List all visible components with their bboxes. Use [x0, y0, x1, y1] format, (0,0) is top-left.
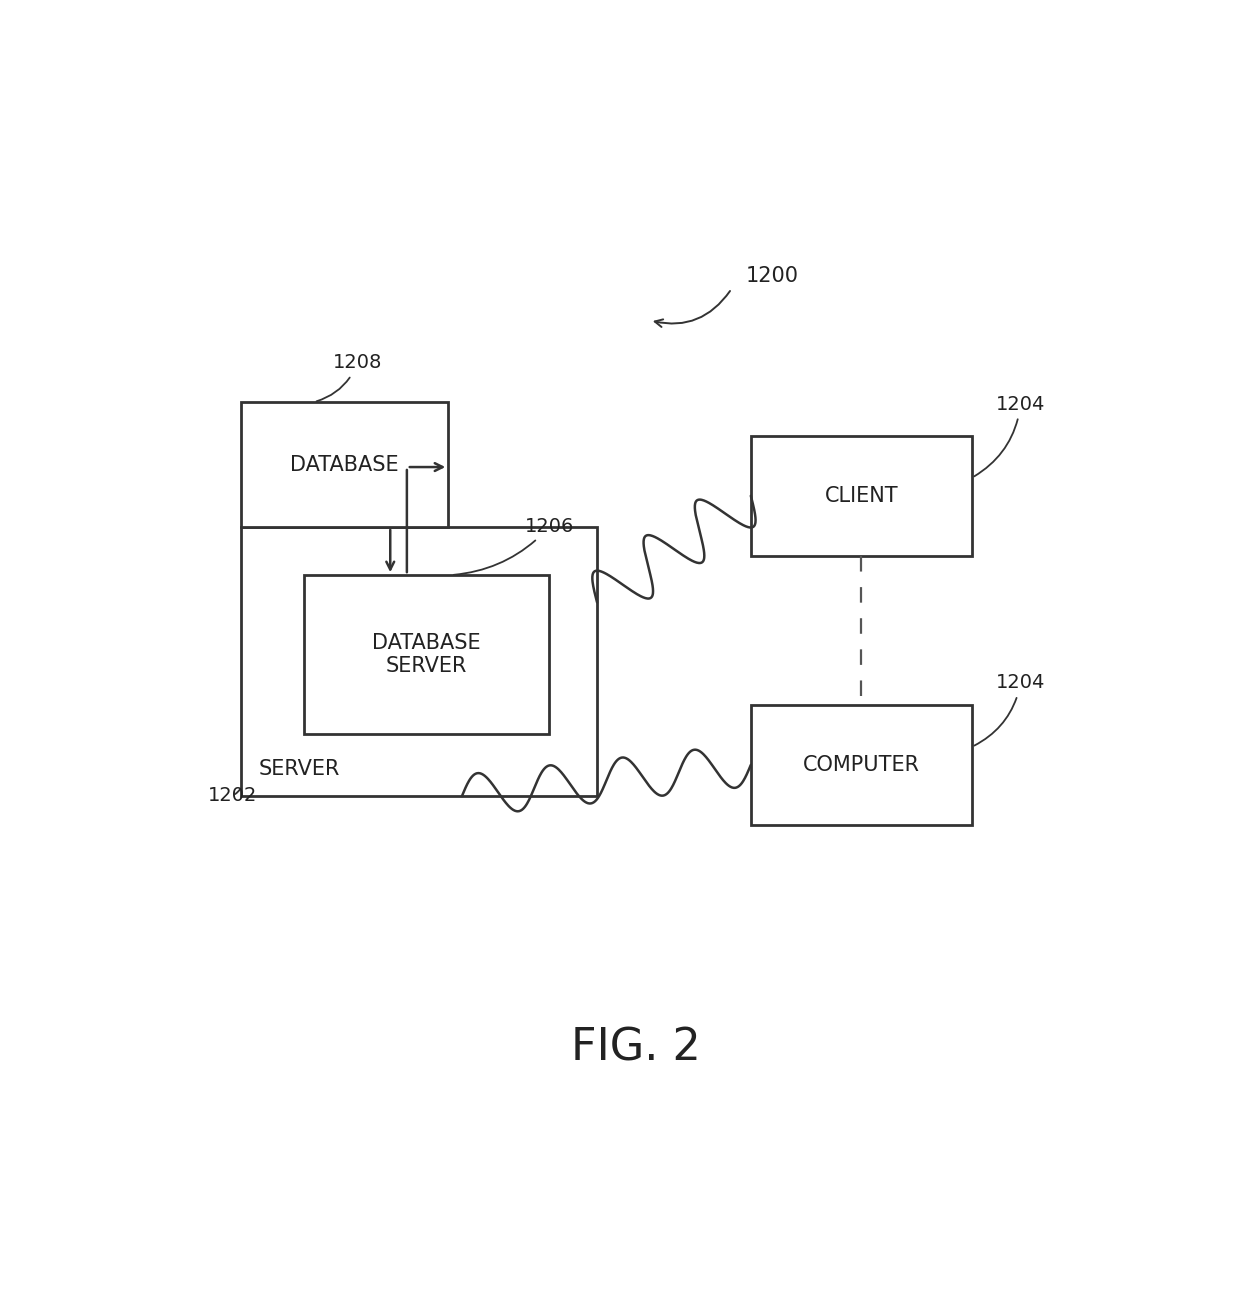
Bar [304, 574, 549, 733]
Text: 1200: 1200 [746, 266, 799, 287]
Text: FIG. 2: FIG. 2 [570, 1026, 701, 1070]
Bar [751, 705, 972, 825]
Text: 1204: 1204 [975, 674, 1045, 746]
Bar [242, 527, 596, 797]
Text: 1204: 1204 [975, 395, 1045, 476]
Bar [751, 436, 972, 556]
Bar [242, 402, 448, 527]
Text: CLIENT: CLIENT [825, 485, 898, 506]
Text: SERVER: SERVER [259, 759, 340, 778]
Text: DATABASE: DATABASE [290, 454, 399, 475]
Text: 1206: 1206 [454, 516, 574, 574]
Text: 1202: 1202 [208, 786, 257, 804]
Text: COMPUTER: COMPUTER [802, 755, 920, 775]
Text: DATABASE
SERVER: DATABASE SERVER [372, 633, 481, 676]
Text: 1208: 1208 [316, 354, 382, 402]
